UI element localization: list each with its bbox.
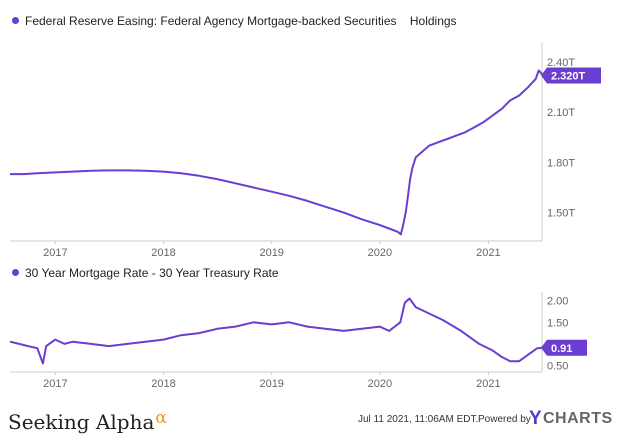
legend-label: 30 Year Mortgage Rate - 30 Year Treasury… <box>25 266 279 280</box>
brand-name: Seeking Alpha <box>8 410 155 434</box>
current-value-badge <box>541 67 601 84</box>
ycharts-logo-mark: Y <box>529 408 542 429</box>
y-tick-label: 2.40T <box>547 57 575 69</box>
x-tick-label: 2019 <box>259 247 283 259</box>
ycharts-logo-text: CHARTS <box>543 410 613 427</box>
y-tick-label: 2.00 <box>547 296 568 308</box>
current-value-label: 0.91 <box>551 343 572 355</box>
x-tick-label: 2017 <box>43 378 67 390</box>
series-line <box>10 69 544 236</box>
seeking-alpha-logo: Seeking Alphaα <box>8 408 167 434</box>
current-value-badge <box>541 339 587 356</box>
legend-label: Federal Reserve Easing: Federal Agency M… <box>25 14 457 28</box>
x-tick-label: 2021 <box>476 378 500 390</box>
brand-alpha-mark: α <box>155 408 167 428</box>
y-tick-label: 0.50 <box>547 361 568 373</box>
legend-dot-icon <box>12 269 19 277</box>
footer-timestamp: Jul 11 2021, 11:06AM EDT. <box>358 414 479 425</box>
x-tick-label: 2020 <box>368 378 392 390</box>
y-tick-label: 1.50T <box>547 208 575 220</box>
legend-bottom: 30 Year Mortgage Rate - 30 Year Treasury… <box>12 266 279 280</box>
current-value-label: 2.320T <box>551 70 586 82</box>
legend-dot-icon <box>12 17 19 25</box>
footer-powered-by: Powered by <box>478 414 531 425</box>
y-tick-label: 1.50 <box>547 317 568 329</box>
x-tick-label: 2019 <box>259 378 283 390</box>
x-tick-label: 2020 <box>368 247 392 259</box>
x-tick-label: 2021 <box>476 247 500 259</box>
x-tick-label: 2018 <box>151 247 175 259</box>
x-tick-label: 2018 <box>151 378 175 390</box>
x-tick-label: 2017 <box>43 247 67 259</box>
y-tick-label: 2.10T <box>547 107 575 119</box>
y-tick-label: 1.80T <box>547 157 575 169</box>
legend-top: Federal Reserve Easing: Federal Agency M… <box>12 14 457 28</box>
series-line <box>9 297 544 365</box>
